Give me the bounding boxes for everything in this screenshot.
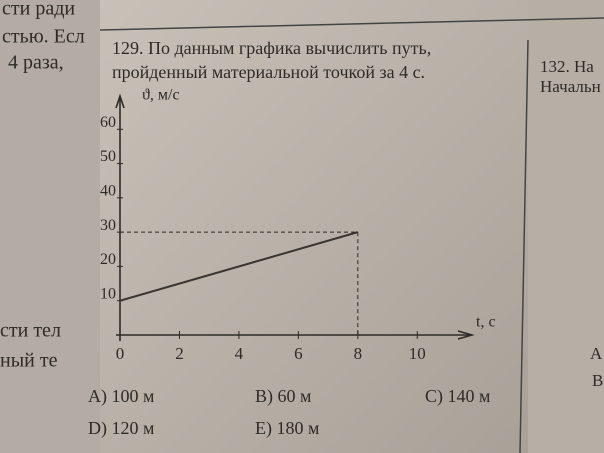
right-page <box>528 0 604 453</box>
problem-line: 129. По данным графика вычислить путь, <box>112 38 431 58</box>
y-tick-label: 50 <box>100 148 116 165</box>
data-line <box>119 231 359 302</box>
margin-text: стью. Есл <box>2 26 85 48</box>
problem-line: пройденный материальной точкой за 4 с. <box>112 62 425 82</box>
x-tick-label: 4 <box>235 344 244 363</box>
margin-text: сти тел <box>0 320 61 342</box>
chart: ϑ, м/с t, с 10 20 30 40 50 60 0 2 4 6 8 10 <box>100 87 496 363</box>
y-tick-label: 30 <box>100 217 116 234</box>
left-page <box>0 0 110 453</box>
y-tick-label: 10 <box>100 285 116 302</box>
option: A) 100 м <box>88 386 154 407</box>
center-page <box>100 0 530 453</box>
right-text: А <box>590 344 603 363</box>
margin-text: ный те <box>0 350 58 372</box>
right-text: В <box>592 371 603 390</box>
right-text: 132. На <box>540 57 594 76</box>
x-tick-label: 2 <box>175 344 184 363</box>
x-tick-label: 8 <box>354 344 363 363</box>
y-tick-label: 40 <box>100 183 116 200</box>
y-axis-label: ϑ, м/с <box>142 87 180 104</box>
margin-text: сти ради <box>2 0 75 20</box>
option: E) 180 м <box>255 418 319 439</box>
y-tick-label: 60 <box>100 114 116 131</box>
x-tick-label: 6 <box>294 344 303 363</box>
right-text: Начальн <box>540 77 601 96</box>
x-tick-label: 10 <box>409 344 426 363</box>
y-tick-label: 20 <box>100 251 116 268</box>
x-arrow <box>457 330 475 340</box>
margin-text: 4 раза, <box>8 52 64 74</box>
option: B) 60 м <box>255 386 311 407</box>
x-axis-label: t, с <box>476 314 496 331</box>
option: C) 140 м <box>425 386 490 407</box>
top-rule <box>99 17 604 31</box>
column-rule <box>519 39 529 453</box>
x-tick-label: 0 <box>116 344 125 363</box>
y-arrow <box>115 93 125 109</box>
option: D) 120 м <box>88 418 154 439</box>
